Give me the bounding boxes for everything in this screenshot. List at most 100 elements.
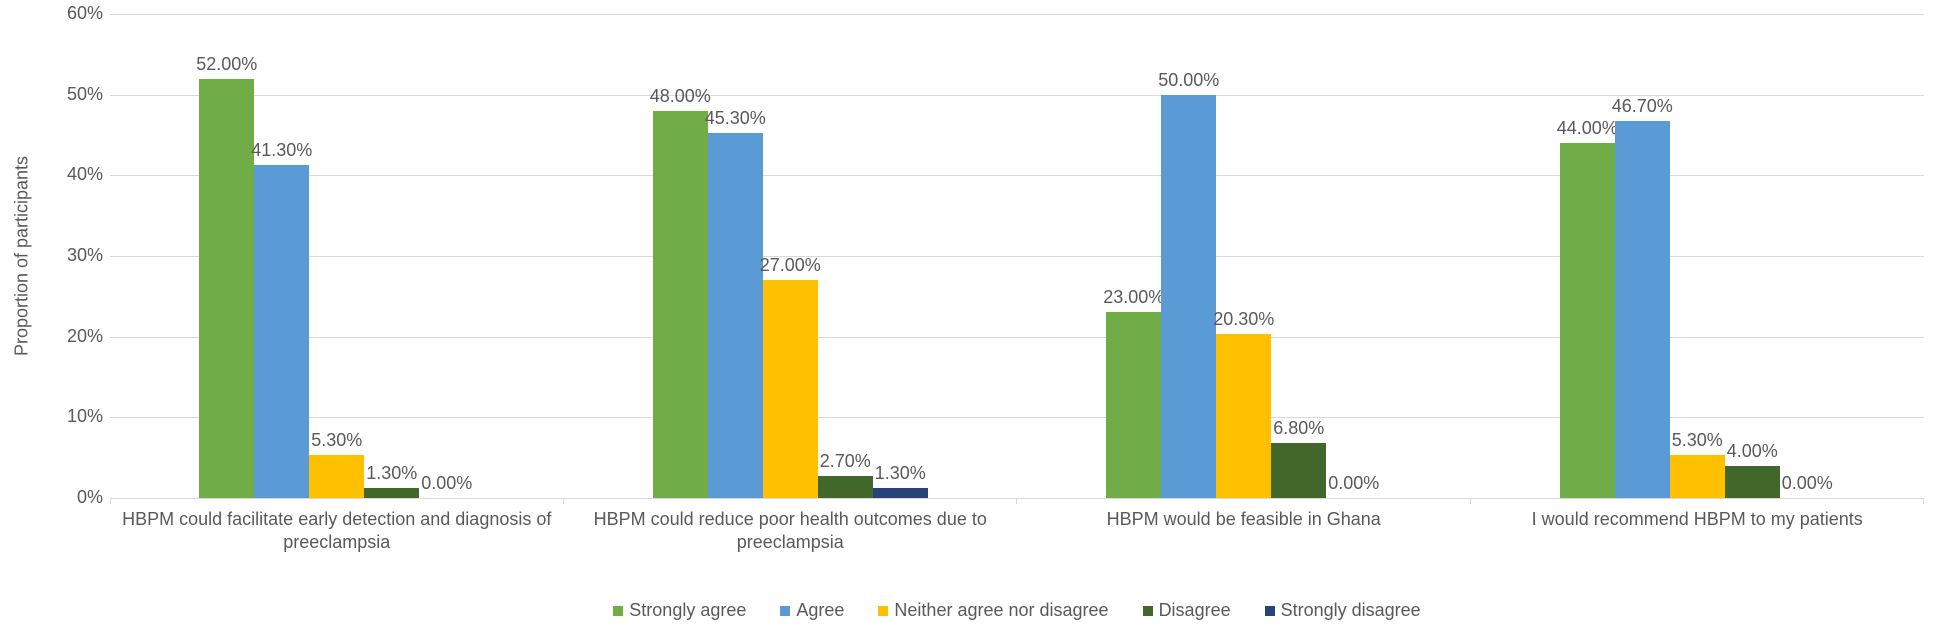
tick-mark	[1923, 498, 1924, 504]
bar-value-label: 0.00%	[1328, 473, 1379, 494]
bar-value-label: 27.00%	[760, 255, 821, 276]
bar-slot: 6.80%	[1271, 14, 1326, 498]
legend-swatch	[613, 606, 623, 616]
category-group: 44.00%46.70%5.30%4.00%0.00%I would recom…	[1471, 14, 1925, 498]
x-axis-line	[110, 498, 1924, 499]
category-group: 52.00%41.30%5.30%1.30%0.00%HBPM could fa…	[110, 14, 564, 498]
bar-slot: 0.00%	[419, 14, 474, 498]
bar-slot: 20.30%	[1216, 14, 1271, 498]
legend-item: Neither agree nor disagree	[878, 600, 1108, 621]
bar	[309, 455, 364, 498]
legend-item: Disagree	[1143, 600, 1231, 621]
bar-slot: 48.00%	[653, 14, 708, 498]
legend-item: Strongly agree	[613, 600, 746, 621]
category-label: I would recommend HBPM to my patients	[1481, 508, 1915, 531]
bars-container: 48.00%45.30% 27.00% 2.70%1.30%	[653, 14, 928, 498]
bar-slot: 5.30%	[309, 14, 364, 498]
tick-mark	[563, 498, 564, 504]
category-label: HBPM could facilitate early detection an…	[120, 508, 554, 553]
bar	[254, 165, 309, 498]
y-tick-label: 40%	[48, 164, 103, 185]
tick-mark	[110, 498, 111, 504]
bar-slot: 27.00%	[763, 14, 818, 498]
bar-value-label: 41.30%	[251, 140, 312, 161]
bar-value-label: 1.30%	[366, 463, 417, 484]
bar	[1615, 121, 1670, 498]
legend: Strongly agree Agree Neither agree nor dis…	[110, 600, 1924, 621]
legend-swatch	[1265, 606, 1275, 616]
bar-slot: 45.30%	[708, 14, 763, 498]
bars-container: 44.00%46.70% 5.30%4.00%0.00%	[1560, 14, 1835, 498]
bar	[1216, 334, 1271, 498]
bar	[653, 111, 708, 498]
bar	[1560, 143, 1615, 498]
bar-slot: 0.00%	[1780, 14, 1835, 498]
bar-slot: 2.70%	[818, 14, 873, 498]
legend-label: Agree	[796, 600, 844, 621]
y-tick-label: 20%	[48, 326, 103, 347]
y-tick-label: 30%	[48, 245, 103, 266]
bar-slot: 23.00%	[1106, 14, 1161, 498]
bar	[364, 488, 419, 498]
bar-value-label: 6.80%	[1273, 418, 1324, 439]
legend-label: Disagree	[1159, 600, 1231, 621]
bar	[1725, 466, 1780, 498]
bar-slot: 1.30%	[364, 14, 419, 498]
legend-item: Strongly disagree	[1265, 600, 1421, 621]
bar-value-label: 0.00%	[1782, 473, 1833, 494]
category-label: HBPM would be feasible in Ghana	[1027, 508, 1461, 531]
legend-swatch	[1143, 606, 1153, 616]
tick-mark	[1016, 498, 1017, 504]
bar-value-label: 0.00%	[421, 473, 472, 494]
legend-label: Strongly disagree	[1281, 600, 1421, 621]
legend-label: Neither agree nor disagree	[894, 600, 1108, 621]
bars-container: 23.00% 50.00% 20.30% 6.80% 0.00%	[1106, 14, 1381, 498]
bar	[708, 133, 763, 498]
plot-area: 52.00%41.30%5.30%1.30%0.00%HBPM could fa…	[110, 14, 1924, 498]
legend-label: Strongly agree	[629, 600, 746, 621]
bars-container: 52.00% 41.30% 5.30%1.30%0.00%	[199, 14, 474, 498]
bar-slot: 50.00%	[1161, 14, 1216, 498]
bar-slot: 4.00%	[1725, 14, 1780, 498]
bar	[1271, 443, 1326, 498]
bar	[1161, 95, 1216, 498]
y-axis-label: Proportion of participants	[12, 156, 33, 356]
bar	[199, 79, 254, 498]
bar-value-label: 52.00%	[196, 54, 257, 75]
category-group: 48.00%45.30%27.00%2.70%1.30%HBPM could r…	[564, 14, 1018, 498]
bar-slot: 52.00%	[199, 14, 254, 498]
bar-slot: 41.30%	[254, 14, 309, 498]
bar-value-label: 1.30%	[875, 463, 926, 484]
bar-value-label: 45.30%	[705, 108, 766, 129]
bar-value-label: 5.30%	[311, 430, 362, 451]
bar-slot: 0.00%	[1326, 14, 1381, 498]
bar-value-label: 44.00%	[1557, 118, 1618, 139]
bar	[763, 280, 818, 498]
legend-swatch	[878, 606, 888, 616]
bar-slot: 46.70%	[1615, 14, 1670, 498]
bar-slot: 44.00%	[1560, 14, 1615, 498]
bar-value-label: 23.00%	[1103, 287, 1164, 308]
category-group: 23.00%50.00%20.30%6.80%0.00%HBPM would b…	[1017, 14, 1471, 498]
bar-value-label: 5.30%	[1672, 430, 1723, 451]
bar	[818, 476, 873, 498]
y-tick-label: 10%	[48, 406, 103, 427]
legend-swatch	[780, 606, 790, 616]
bar-value-label: 4.00%	[1727, 441, 1778, 462]
tick-mark	[1470, 498, 1471, 504]
y-tick-label: 60%	[48, 3, 103, 24]
category-label: HBPM could reduce poor health outcomes d…	[574, 508, 1008, 553]
bar-value-label: 20.30%	[1213, 309, 1274, 330]
bar	[873, 488, 928, 498]
bar-slot: 5.30%	[1670, 14, 1725, 498]
bar-value-label: 48.00%	[650, 86, 711, 107]
bar-slot: 1.30%	[873, 14, 928, 498]
bar	[1106, 312, 1161, 498]
bar-value-label: 46.70%	[1612, 96, 1673, 117]
legend-item: Agree	[780, 600, 844, 621]
bar-value-label: 2.70%	[820, 451, 871, 472]
y-tick-label: 0%	[48, 487, 103, 508]
bar	[1670, 455, 1725, 498]
bar-value-label: 50.00%	[1158, 70, 1219, 91]
hbpm-bar-chart: Proportion of participants 52.00%41.30%5…	[0, 0, 1944, 635]
